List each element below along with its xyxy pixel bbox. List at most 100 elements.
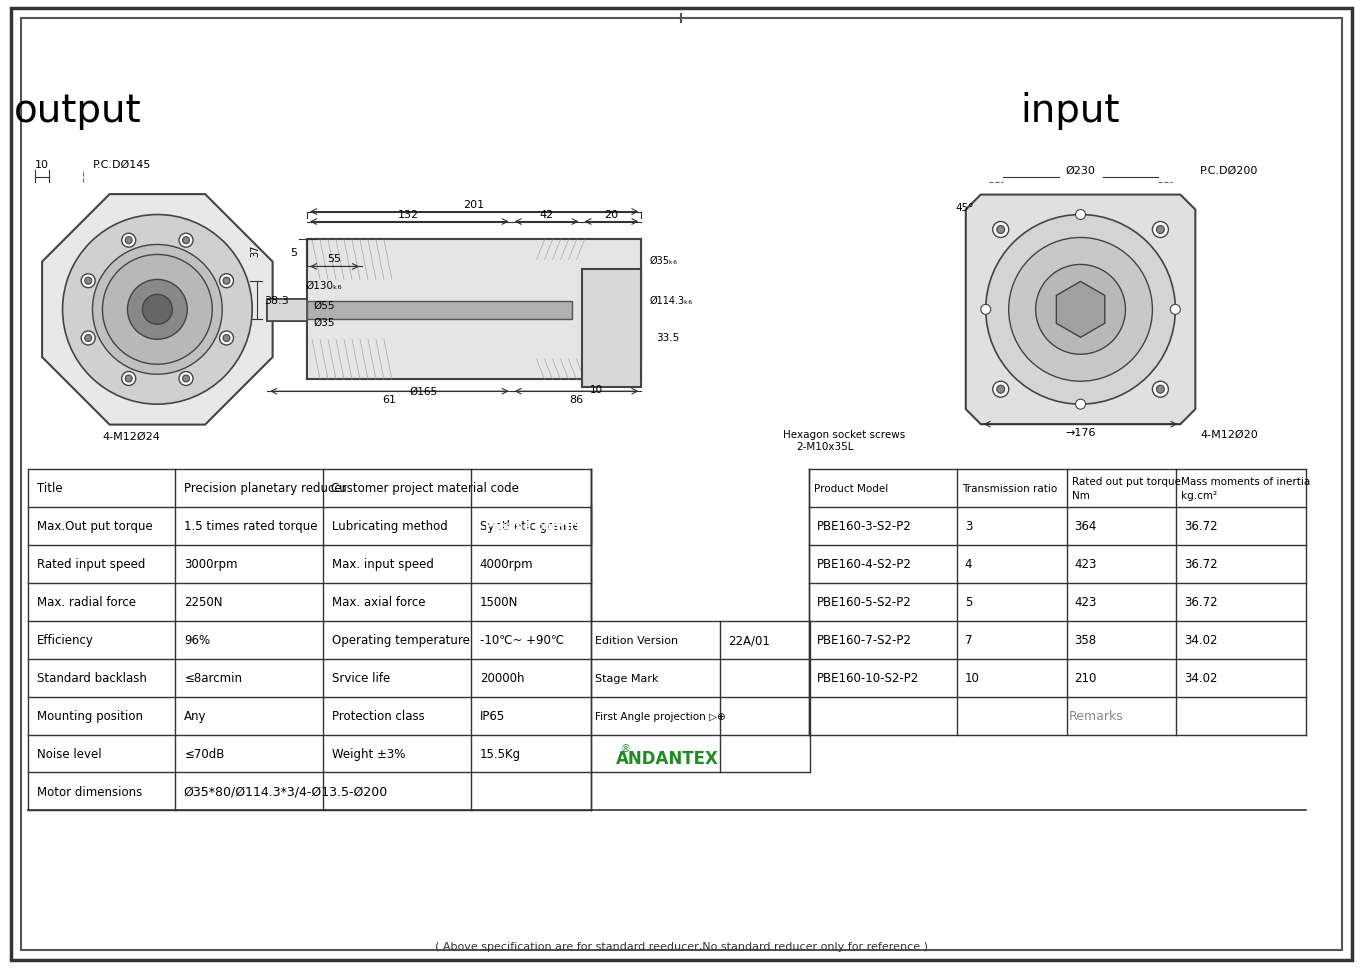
Circle shape bbox=[223, 335, 230, 342]
Text: 4-M12Ø20: 4-M12Ø20 bbox=[1201, 429, 1258, 440]
Text: Efficiency: Efficiency bbox=[37, 634, 94, 646]
Text: Ø35*80/Ø114.3*3/4-Ø13.5-Ø200: Ø35*80/Ø114.3*3/4-Ø13.5-Ø200 bbox=[184, 785, 388, 798]
Circle shape bbox=[84, 335, 91, 342]
Circle shape bbox=[92, 245, 222, 375]
Text: Please confirm signature/date: Please confirm signature/date bbox=[484, 520, 696, 533]
Text: 10: 10 bbox=[590, 385, 602, 394]
Circle shape bbox=[981, 305, 990, 315]
Text: 36.72: 36.72 bbox=[1185, 596, 1219, 609]
Text: 34.02: 34.02 bbox=[1185, 672, 1217, 684]
Text: kg.cm²: kg.cm² bbox=[1182, 490, 1217, 500]
Polygon shape bbox=[42, 195, 272, 425]
Text: Rated out put torque: Rated out put torque bbox=[1072, 477, 1180, 486]
Text: Edition Version: Edition Version bbox=[596, 635, 679, 645]
Text: 10: 10 bbox=[964, 672, 979, 684]
Text: Precision planetary reducer: Precision planetary reducer bbox=[185, 482, 347, 495]
Text: ≤8arcmin: ≤8arcmin bbox=[185, 672, 242, 684]
Circle shape bbox=[1156, 227, 1164, 234]
Text: Max.Out put torque: Max.Out put torque bbox=[37, 520, 152, 533]
Bar bbox=[307, 302, 571, 320]
Bar bbox=[307, 280, 397, 340]
Circle shape bbox=[180, 372, 193, 386]
Text: Srvice life: Srvice life bbox=[332, 672, 390, 684]
Text: IP65: IP65 bbox=[480, 709, 505, 722]
Text: Product Model: Product Model bbox=[815, 484, 888, 493]
Text: Stage Mark: Stage Mark bbox=[596, 672, 660, 683]
Text: Ø230: Ø230 bbox=[1066, 166, 1096, 175]
Text: 132: 132 bbox=[398, 209, 419, 219]
Text: Any: Any bbox=[185, 709, 207, 722]
Text: Title: Title bbox=[37, 482, 63, 495]
Text: Ø165: Ø165 bbox=[409, 387, 438, 396]
Text: Customer project material code: Customer project material code bbox=[330, 482, 520, 495]
Text: Ø130ₖ₆: Ø130ₖ₆ bbox=[306, 280, 343, 290]
Text: →176: →176 bbox=[1065, 427, 1096, 438]
Text: 2-M10x35L: 2-M10x35L bbox=[796, 442, 854, 452]
Text: 36.72: 36.72 bbox=[1185, 520, 1219, 533]
Text: Operating temperature: Operating temperature bbox=[332, 634, 471, 646]
Text: 3: 3 bbox=[964, 520, 972, 533]
Text: Nm: Nm bbox=[1072, 490, 1089, 500]
Bar bbox=[267, 300, 307, 322]
Circle shape bbox=[182, 237, 189, 244]
Text: PBE160-5-S2-P2: PBE160-5-S2-P2 bbox=[817, 596, 911, 609]
Bar bbox=[307, 240, 642, 380]
Circle shape bbox=[182, 376, 189, 383]
Polygon shape bbox=[966, 196, 1195, 424]
Circle shape bbox=[63, 215, 252, 405]
Polygon shape bbox=[1057, 282, 1104, 338]
Text: ®: ® bbox=[620, 744, 630, 754]
Circle shape bbox=[986, 215, 1175, 405]
Text: Ø55: Ø55 bbox=[313, 300, 335, 310]
Circle shape bbox=[997, 386, 1005, 393]
Text: 20000h: 20000h bbox=[480, 672, 524, 684]
Text: 42: 42 bbox=[540, 209, 554, 219]
Text: 22A/01: 22A/01 bbox=[728, 634, 770, 646]
Text: Noise level: Noise level bbox=[37, 747, 101, 761]
Circle shape bbox=[84, 278, 91, 285]
Text: 96%: 96% bbox=[185, 634, 211, 646]
Circle shape bbox=[993, 382, 1009, 397]
Text: Max. input speed: Max. input speed bbox=[332, 558, 434, 571]
Text: Mass moments of inertia: Mass moments of inertia bbox=[1182, 477, 1311, 486]
Text: 1.5 times rated torque: 1.5 times rated torque bbox=[185, 520, 318, 533]
Circle shape bbox=[1152, 222, 1168, 238]
Text: Remarks: Remarks bbox=[1069, 709, 1123, 722]
Text: 423: 423 bbox=[1074, 596, 1098, 609]
Text: 61: 61 bbox=[382, 394, 396, 405]
Text: 37: 37 bbox=[250, 244, 260, 257]
Text: Ø35ₖ₆: Ø35ₖ₆ bbox=[649, 255, 677, 266]
Text: Rated input speed: Rated input speed bbox=[37, 558, 146, 571]
Text: 38.3: 38.3 bbox=[264, 297, 288, 306]
Text: P.C.DØ145: P.C.DØ145 bbox=[92, 160, 151, 170]
Circle shape bbox=[128, 280, 188, 340]
Text: 423: 423 bbox=[1074, 558, 1098, 571]
Text: 2250N: 2250N bbox=[185, 596, 223, 609]
Text: 210: 210 bbox=[1074, 672, 1098, 684]
Circle shape bbox=[180, 234, 193, 248]
Circle shape bbox=[1171, 305, 1180, 315]
Text: PBE160-7-S2-P2: PBE160-7-S2-P2 bbox=[817, 634, 913, 646]
Text: 55: 55 bbox=[326, 254, 341, 265]
Text: 15.5Kg: 15.5Kg bbox=[480, 747, 521, 761]
Text: Protection class: Protection class bbox=[332, 709, 424, 722]
Bar bbox=[582, 270, 642, 388]
Circle shape bbox=[125, 237, 132, 244]
Text: 3000rpm: 3000rpm bbox=[185, 558, 238, 571]
Circle shape bbox=[219, 331, 234, 346]
Text: Max. axial force: Max. axial force bbox=[332, 596, 426, 609]
Circle shape bbox=[1076, 210, 1085, 220]
Text: 364: 364 bbox=[1074, 520, 1098, 533]
Text: Motor dimensions: Motor dimensions bbox=[37, 785, 141, 798]
Text: output: output bbox=[14, 92, 141, 130]
Text: P.C.DØ200: P.C.DØ200 bbox=[1201, 166, 1259, 175]
Text: 4: 4 bbox=[964, 558, 972, 571]
Text: PBE160-4-S2-P2: PBE160-4-S2-P2 bbox=[817, 558, 913, 571]
Text: 201: 201 bbox=[464, 200, 484, 209]
Text: 33.5: 33.5 bbox=[657, 333, 680, 343]
Text: -10℃~ +90℃: -10℃~ +90℃ bbox=[480, 634, 564, 646]
Text: Ø35: Ø35 bbox=[313, 317, 335, 327]
Text: Hexagon socket screws: Hexagon socket screws bbox=[783, 429, 906, 440]
Text: ( Above specification are for standard reeducer,No standard reducer only for ref: ( Above specification are for standard r… bbox=[435, 941, 928, 952]
Text: Ø114.3ₖ₆: Ø114.3ₖ₆ bbox=[649, 295, 692, 305]
